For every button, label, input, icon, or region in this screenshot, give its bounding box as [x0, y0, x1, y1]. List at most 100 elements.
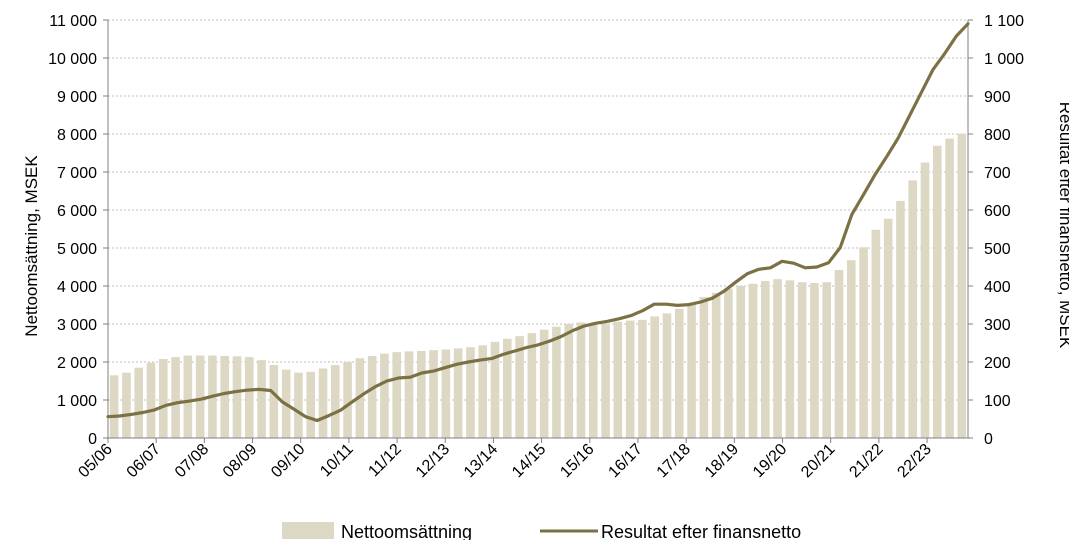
- bar: [576, 322, 586, 438]
- bar: [515, 336, 524, 438]
- y-tick-label-right: 1 100: [984, 13, 1024, 30]
- y-tick-label-left: 4 000: [57, 279, 97, 296]
- x-tick-label: 21/22: [846, 441, 886, 481]
- x-tick-label: 18/19: [702, 441, 742, 481]
- bar: [601, 323, 610, 438]
- bar: [466, 347, 475, 438]
- bar: [416, 350, 426, 438]
- x-tick-label: 13/14: [461, 441, 501, 481]
- x-tick-label: 12/13: [413, 441, 453, 481]
- line-series-resultat: [106, 22, 970, 423]
- bar: [441, 349, 451, 438]
- bar: [896, 200, 905, 438]
- bar: [588, 323, 598, 438]
- bar: [687, 302, 696, 438]
- y-tick-label-right: 0: [984, 431, 993, 448]
- bar-series-nettoomsattning: [109, 133, 967, 439]
- bar: [674, 308, 684, 438]
- bar: [810, 282, 819, 438]
- y-tick-label-right: 100: [984, 393, 1011, 410]
- bar: [724, 288, 733, 438]
- legend-label-nettoomsattning: Nettoomsättning: [341, 522, 472, 540]
- bar: [883, 218, 893, 438]
- bar: [871, 229, 881, 438]
- bar: [453, 348, 463, 438]
- bar: [392, 352, 402, 438]
- bar: [294, 372, 303, 438]
- y-tick-label-left: 3 000: [57, 317, 97, 334]
- y-tick-label-right: 800: [984, 127, 1011, 144]
- y-tick-label-left: 11 000: [49, 13, 97, 30]
- bar: [564, 324, 574, 438]
- y-tick-label-left: 5 000: [57, 241, 97, 258]
- bar: [748, 283, 758, 438]
- x-tick-label: 17/18: [654, 441, 694, 481]
- bar: [638, 319, 647, 438]
- bar: [380, 353, 389, 438]
- x-tick-label: 11/12: [365, 441, 405, 481]
- y-tick-label-right: 300: [984, 317, 1011, 334]
- y-axis-right-title: Resultat efter finansnetto, MSEK: [1056, 102, 1069, 349]
- x-tick-label: 08/09: [220, 441, 260, 481]
- bar: [846, 260, 856, 438]
- x-tick-label: 19/20: [750, 441, 790, 481]
- bar: [539, 329, 549, 438]
- bar: [908, 180, 918, 439]
- bar: [527, 333, 537, 438]
- bar: [502, 338, 512, 438]
- bar: [343, 362, 352, 438]
- bar: [244, 357, 254, 438]
- y-tick-label-left: 7 000: [57, 165, 97, 182]
- x-tick-label: 09/10: [268, 441, 308, 481]
- y-tick-label-right: 600: [984, 203, 1011, 220]
- bar: [232, 356, 242, 438]
- bar: [650, 316, 660, 438]
- x-axis-ticks: 05/06 06/07 07/08 08/09 09/10 10/11 11/12 12/13…: [75, 438, 935, 481]
- x-tick-label: 22/23: [894, 441, 934, 481]
- bar: [797, 282, 807, 438]
- plot-frame: [107, 20, 969, 439]
- legend-swatch-nettoomsattning: [282, 522, 334, 539]
- bar: [773, 279, 782, 438]
- bar: [490, 341, 500, 438]
- bar: [171, 357, 180, 438]
- bar: [367, 355, 377, 438]
- bar: [920, 162, 930, 438]
- bar: [122, 372, 131, 438]
- bar: [134, 367, 144, 438]
- y-tick-label-right: 500: [984, 241, 1011, 258]
- y-tick-label-left: 10 000: [48, 51, 97, 68]
- x-tick-label: 20/21: [798, 441, 838, 481]
- bar: [699, 297, 709, 438]
- y-tick-label-left: 9 000: [57, 89, 97, 106]
- bar: [318, 368, 328, 438]
- legend: Nettoomsättning Resultat efter finansnet…: [282, 522, 801, 540]
- bar: [220, 355, 230, 438]
- y-axis-left-ticks: 0 1 000 2 000 3 000 4 000 5 000 6 000 7 000 8 00…: [48, 13, 108, 448]
- y-tick-label-left: 0: [88, 431, 97, 448]
- y-tick-label-right: 1 000: [984, 51, 1024, 68]
- bar: [760, 281, 770, 438]
- bar: [932, 145, 942, 438]
- bar: [613, 321, 623, 438]
- bar: [404, 351, 414, 438]
- bar: [552, 326, 561, 438]
- bar: [158, 358, 168, 438]
- x-tick-label: 06/07: [124, 441, 164, 481]
- bar: [834, 270, 844, 438]
- bar: [269, 365, 279, 438]
- legend-label-resultat: Resultat efter finansnetto: [601, 522, 801, 540]
- bar: [146, 362, 156, 438]
- y-axis-right-ticks: 0 100 200 300 400 500 600 700 800 900 1 000 1 100: [968, 13, 1024, 448]
- bar: [625, 320, 635, 438]
- x-tick-label: 16/17: [605, 441, 645, 481]
- y-tick-label-right: 400: [984, 279, 1011, 296]
- x-tick-label: 10/11: [317, 441, 357, 481]
- x-tick-label: 07/08: [172, 441, 212, 481]
- bar: [957, 133, 967, 438]
- x-tick-label: 14/15: [509, 441, 549, 481]
- bar: [785, 280, 795, 438]
- y-tick-label-left: 8 000: [57, 127, 97, 144]
- bar: [711, 292, 721, 438]
